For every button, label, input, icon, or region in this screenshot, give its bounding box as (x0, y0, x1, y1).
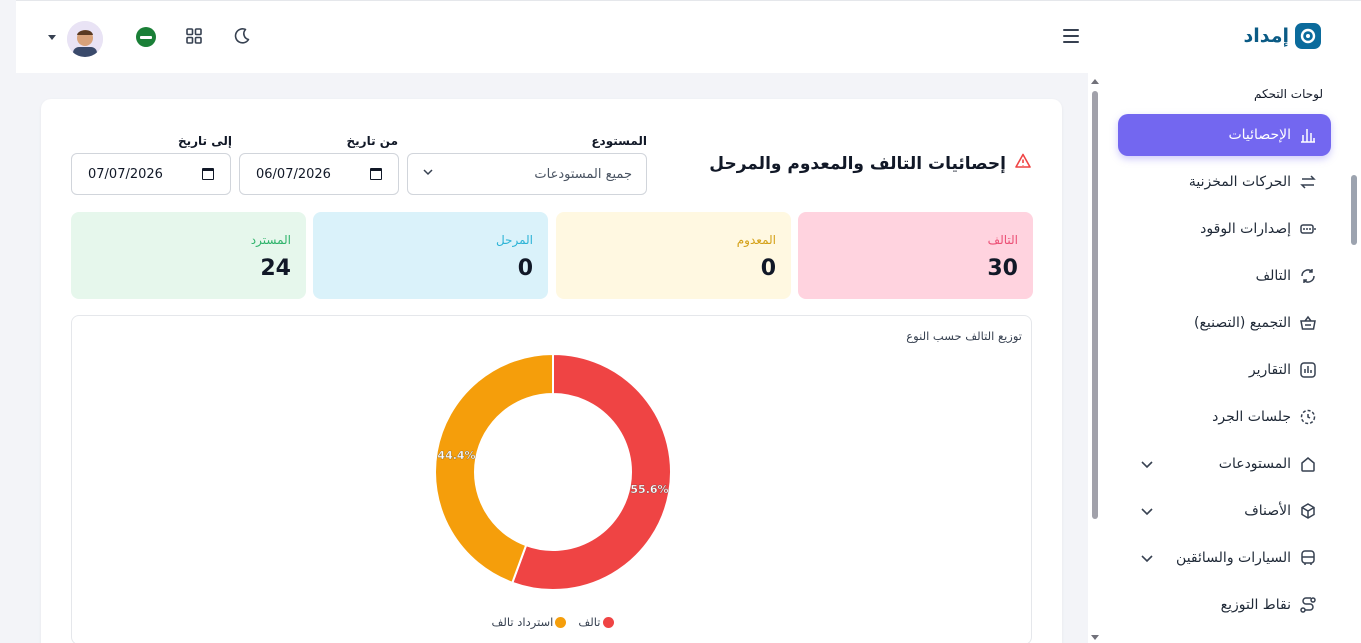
stat-label: المعدوم (736, 233, 776, 247)
sidebar-item-label: جلسات الجرد (1212, 409, 1291, 425)
chevron-down-icon (422, 166, 434, 182)
calendar-icon[interactable] (202, 168, 214, 180)
sidebar-item-damaged[interactable]: التالف (1118, 255, 1331, 297)
page-title: إحصائيات التالف والمعدوم والمرحل (709, 152, 1032, 175)
scroll-up-icon[interactable] (1091, 79, 1099, 84)
clock-icon (1299, 408, 1317, 426)
sidebar-item-fuel-issues[interactable]: إصدارات الوقود (1118, 208, 1331, 250)
warehouse-select-value: جميع المستودعات (534, 166, 632, 182)
chevron-down-icon[interactable] (1140, 551, 1154, 569)
menu-icon[interactable] (1063, 29, 1079, 43)
legend-dot (602, 616, 614, 628)
page-title-text: إحصائيات التالف والمعدوم والمرحل (709, 153, 1006, 174)
bar-chart-icon (1299, 126, 1317, 144)
legend-label: تالف (578, 615, 601, 629)
top-header: إمداد (16, 0, 1361, 73)
scroll-down-icon[interactable] (1091, 635, 1099, 640)
stat-card-carried: المرحل 0 (313, 212, 548, 299)
donut-chart: 55.6% 44.4% (434, 352, 672, 591)
stat-card-damaged: التالف 30 (798, 212, 1033, 299)
sidebar-item-label: السيارات والسائقين (1176, 550, 1291, 566)
sidebar-item-statistics[interactable]: الإحصائيات (1118, 114, 1331, 156)
from-date-label: من تاريخ (346, 134, 398, 148)
donut-data-label: 44.4% (437, 449, 475, 462)
stat-value: 30 (987, 256, 1018, 281)
legend-label: استرداد تالف (491, 615, 554, 629)
sidebar-item-label: التقارير (1248, 362, 1291, 378)
from-date-input[interactable]: 06/07/2026 (239, 153, 399, 195)
donut-data-label: 55.6% (630, 483, 668, 496)
logo-text: إمداد (1243, 25, 1289, 47)
report-icon (1299, 361, 1317, 379)
stat-label: التالف (987, 233, 1018, 247)
content-scrollbar[interactable] (1088, 73, 1102, 643)
refresh-icon (1299, 267, 1317, 285)
sidebar-item-label: إصدارات الوقود (1200, 221, 1291, 237)
basket-icon (1299, 314, 1317, 332)
sidebar-item-distribution-points[interactable]: نقاط التوزيع (1118, 584, 1331, 626)
battery-icon (1299, 220, 1317, 238)
bus-icon (1299, 549, 1317, 567)
grid-icon[interactable] (183, 25, 205, 47)
sidebar-item-label: الأصناف (1244, 503, 1291, 519)
sidebar-item-label: الإحصائيات (1228, 127, 1291, 143)
logo-icon (1295, 23, 1321, 49)
to-date-input[interactable]: 07/07/2026 (71, 153, 231, 195)
stat-label: المرحل (495, 233, 533, 247)
sidebar-item-vehicles-drivers[interactable]: السيارات والسائقين (1118, 537, 1331, 579)
sidebar-item-label: نقاط التوزيع (1220, 597, 1291, 613)
flag-icon[interactable] (136, 27, 156, 47)
legend-dot (555, 616, 567, 628)
scroll-thumb[interactable] (1092, 91, 1098, 519)
sidebar-item-label: التجميع (التصنيع) (1194, 315, 1291, 331)
legend-item[interactable]: استرداد تالف (492, 615, 567, 629)
chart-legend: تالف استرداد تالف (72, 615, 1033, 629)
to-date-label: إلى تاريخ (177, 134, 232, 148)
donut-slice-0[interactable] (511, 352, 672, 591)
to-date-value: 07/07/2026 (88, 166, 163, 182)
stat-value: 0 (517, 256, 533, 281)
sidebar-item-label: التالف (1255, 268, 1291, 284)
sidebar-item-reports[interactable]: التقارير (1118, 349, 1331, 391)
stat-label: المسترد (250, 233, 291, 247)
stat-card-recovered: المسترد 24 (71, 212, 306, 299)
page-scroll-thumb[interactable] (1351, 175, 1357, 245)
stat-card-destroyed: المعدوم 0 (556, 212, 791, 299)
sidebar-item-label: الحركات المخزنية (1188, 174, 1291, 190)
sidebar: لوحات التحكم الإحصائيات الحركات المخزنية… (1102, 73, 1361, 643)
home-icon (1299, 455, 1317, 473)
legend-item[interactable]: تالف (578, 615, 614, 629)
avatar[interactable] (67, 21, 103, 57)
calendar-icon[interactable] (370, 168, 382, 180)
box-icon (1299, 502, 1317, 520)
sidebar-section-title: لوحات التحكم (1253, 87, 1323, 101)
page-scrollbar[interactable] (1347, 73, 1361, 643)
sidebar-item-warehouses[interactable]: المستودعات (1118, 443, 1331, 485)
chart-container: توزيع التالف حسب النوع 55.6% 44.4% تالف ا… (71, 315, 1032, 643)
warehouse-select[interactable]: جميع المستودعات (407, 153, 647, 195)
warning-icon (1014, 152, 1032, 175)
sidebar-item-inventory-sessions[interactable]: جلسات الجرد (1118, 396, 1331, 438)
caret-down-icon[interactable] (48, 35, 56, 40)
stat-value: 24 (260, 256, 291, 281)
sidebar-item-assembly[interactable]: التجميع (التصنيع) (1118, 302, 1331, 344)
donut-slice-1[interactable] (434, 352, 554, 585)
stat-value: 0 (760, 256, 776, 281)
app-logo[interactable]: إمداد (1243, 23, 1321, 49)
moon-icon[interactable] (231, 25, 253, 47)
from-date-value: 06/07/2026 (256, 166, 331, 182)
warehouse-label: المستودع (591, 134, 647, 148)
chart-title: توزيع التالف حسب النوع (906, 329, 1022, 343)
transfer-icon (1299, 173, 1317, 191)
statistics-card: إحصائيات التالف والمعدوم والمرحل المستود… (41, 99, 1062, 643)
sidebar-item-stock-movements[interactable]: الحركات المخزنية (1118, 161, 1331, 203)
route-icon (1299, 596, 1317, 614)
chevron-down-icon[interactable] (1140, 504, 1154, 522)
chevron-down-icon[interactable] (1140, 457, 1154, 475)
sidebar-item-label: المستودعات (1218, 456, 1291, 472)
sidebar-item-items[interactable]: الأصناف (1118, 490, 1331, 532)
